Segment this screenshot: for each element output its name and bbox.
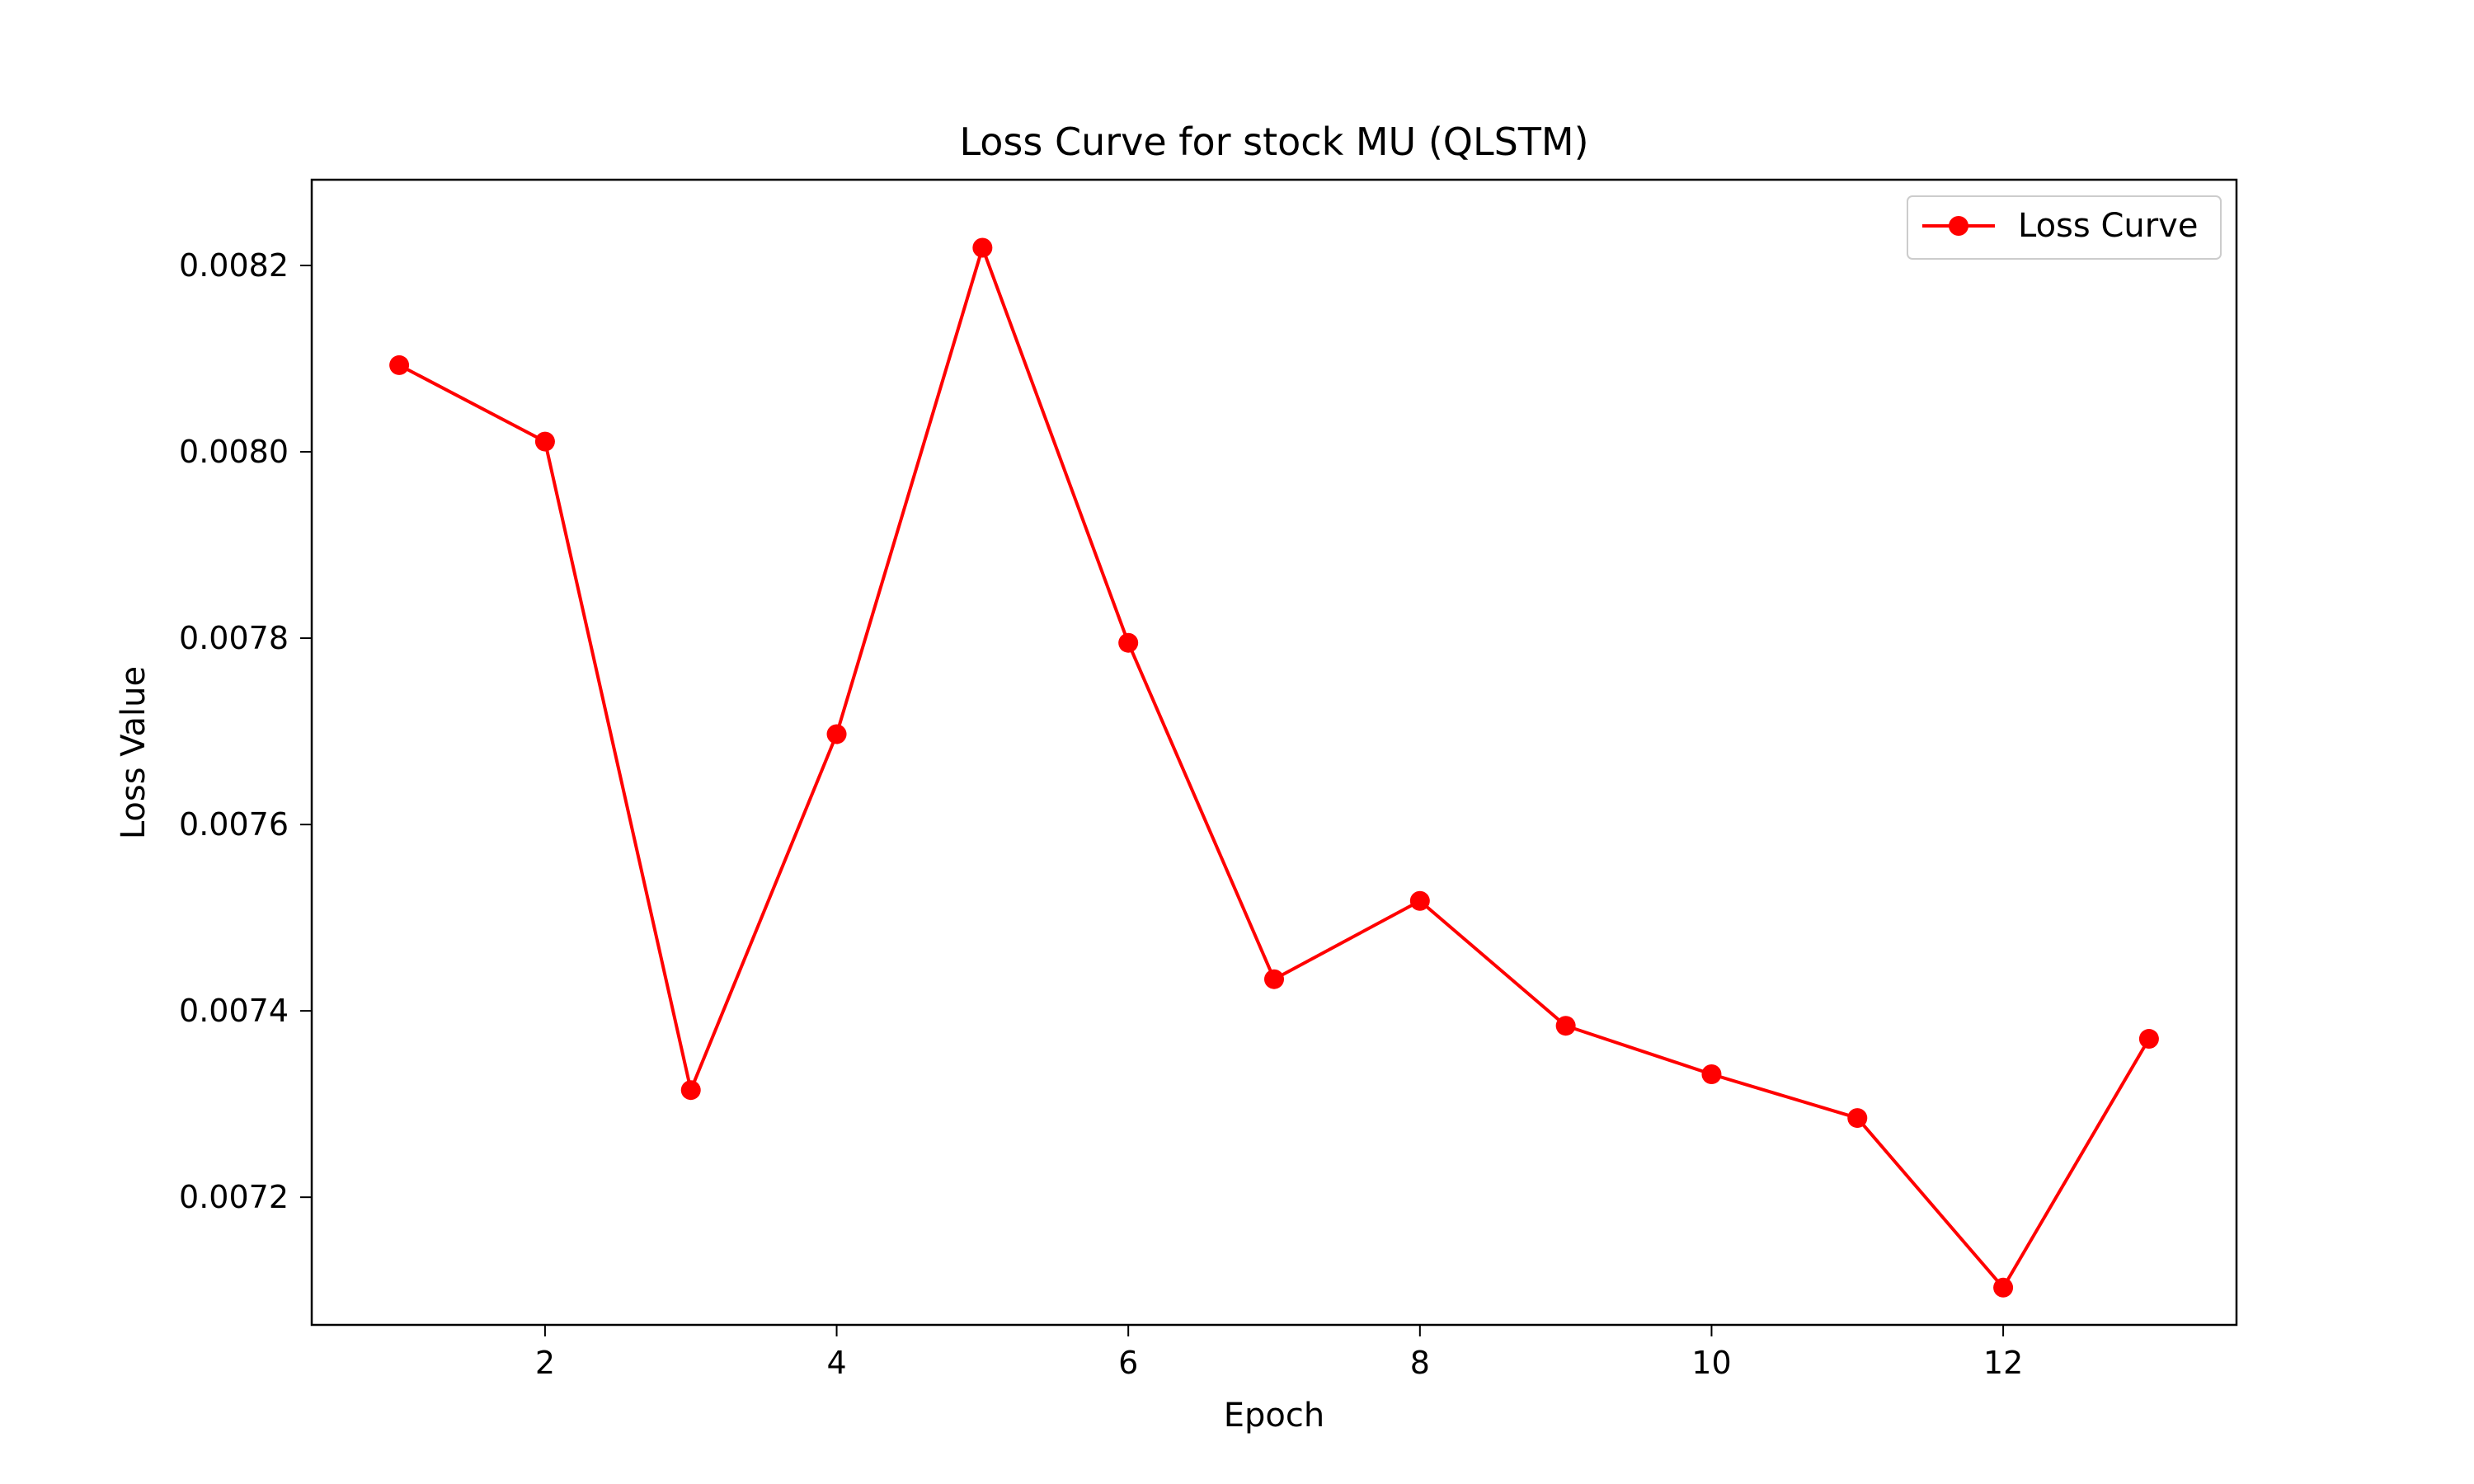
x-tick-label: 10 bbox=[1691, 1345, 1731, 1381]
loss-curve-point bbox=[1409, 890, 1430, 911]
y-tick-label: 0.0072 bbox=[179, 1179, 289, 1215]
loss-curve-point bbox=[1701, 1064, 1722, 1084]
plot-background bbox=[312, 180, 2236, 1325]
plot-border bbox=[310, 178, 2238, 1327]
x-tick-label: 12 bbox=[1983, 1345, 2023, 1381]
loss-curve-point bbox=[1993, 1277, 2014, 1298]
legend: Loss Curve bbox=[1907, 195, 2222, 260]
y-tick-label: 0.0080 bbox=[179, 434, 289, 470]
legend-box bbox=[1907, 195, 2222, 260]
loss-curve-point bbox=[2138, 1029, 2159, 1050]
loss-curve-point bbox=[1847, 1108, 1868, 1129]
y-tick-label: 0.0074 bbox=[179, 993, 289, 1029]
loss-curve-point bbox=[534, 431, 555, 452]
legend-point-marker bbox=[1949, 216, 1968, 236]
y-tick-label: 0.0076 bbox=[179, 806, 289, 843]
loss-curve-point bbox=[389, 355, 410, 375]
plot-area: 2 4 6 8 10 12 0.0072 0.0074 0.0076 0.0078 0.0080 0.… bbox=[179, 178, 2238, 1381]
x-tick-label: 8 bbox=[1410, 1345, 1430, 1381]
x-tick-label: 6 bbox=[1118, 1345, 1138, 1381]
x-tick-label: 4 bbox=[826, 1345, 846, 1381]
loss-curve-point bbox=[972, 237, 993, 258]
loss-curve-point bbox=[1264, 969, 1284, 989]
y-tick-label: 0.0082 bbox=[179, 247, 289, 284]
y-axis-label: Loss Value bbox=[115, 666, 153, 839]
loss-curve-point bbox=[1555, 1016, 1576, 1036]
y-tick-label: 0.0078 bbox=[179, 620, 289, 656]
x-axis-label: Epoch bbox=[1224, 1397, 1324, 1435]
x-tick-label: 2 bbox=[535, 1345, 555, 1381]
chart-title: Loss Curve for stock MU (QLSTM) bbox=[959, 120, 1588, 164]
loss-curve-point bbox=[680, 1080, 701, 1101]
legend-label-loss-curve: Loss Curve bbox=[2018, 207, 2198, 245]
loss-curve-point bbox=[826, 724, 847, 744]
loss-curve-point bbox=[1118, 632, 1139, 653]
